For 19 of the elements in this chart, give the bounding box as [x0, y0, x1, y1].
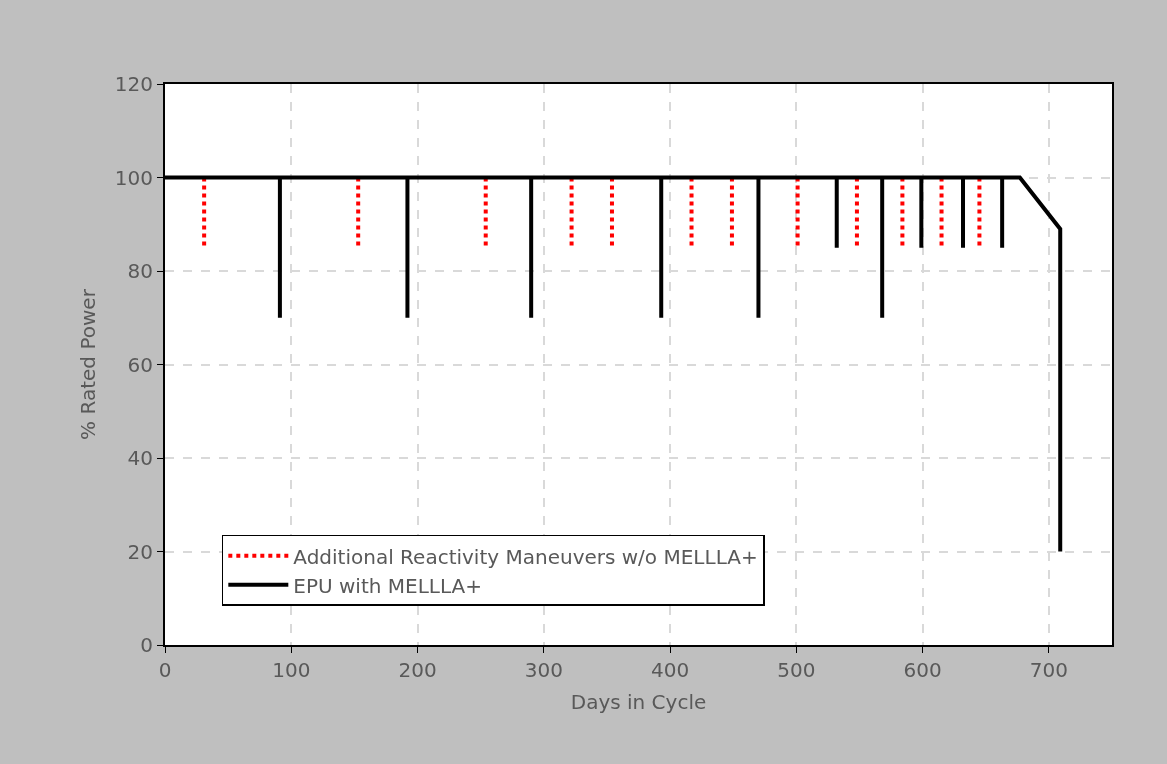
- y-tick-label: 120: [114, 72, 153, 96]
- y-tick-label: 100: [114, 165, 153, 190]
- x-tick-label: 700: [1029, 658, 1068, 682]
- x-tick-label: 300: [524, 658, 563, 682]
- y-tick-label: 20: [127, 539, 153, 564]
- y-tick-label: 80: [127, 259, 153, 283]
- x-tick-label: 0: [158, 658, 172, 682]
- legend-label: Additional Reactivity Maneuvers w/o MELLLA+: [293, 544, 758, 569]
- y-tick-label: 40: [127, 446, 153, 470]
- y-tick-label: 60: [127, 352, 153, 377]
- x-tick-label: 600: [903, 658, 942, 682]
- x-tick-label: 200: [398, 658, 437, 682]
- y-tick-label: 0: [140, 633, 153, 657]
- x-tick-label: 100: [272, 658, 311, 682]
- x-tick-label: 400: [650, 658, 690, 682]
- x-tick-label: 500: [777, 658, 816, 682]
- legend-label: EPU with MELLLA+: [293, 573, 483, 598]
- y-axis-title: % Rated Power: [75, 288, 100, 440]
- x-axis-title: Days in Cycle: [570, 690, 707, 714]
